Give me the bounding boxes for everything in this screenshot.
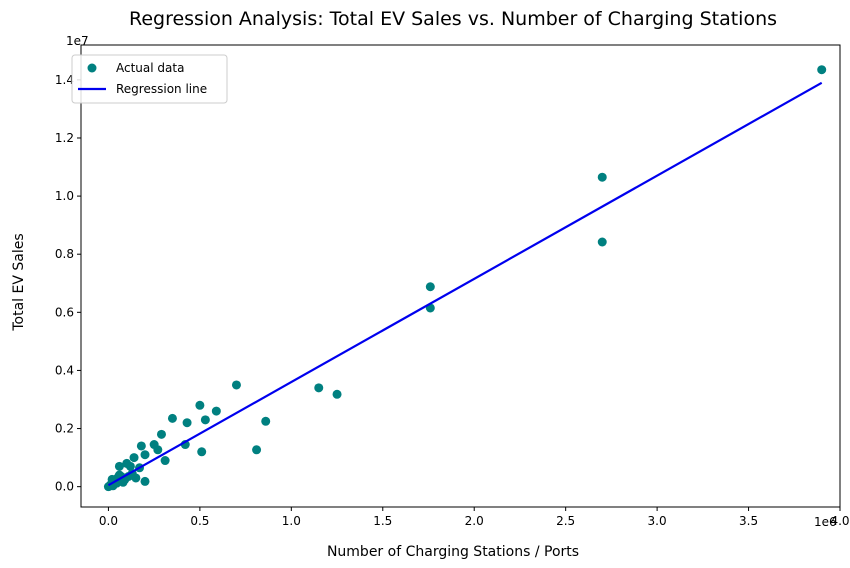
data-point — [131, 473, 141, 483]
x-tick-label: 2.5 — [556, 514, 575, 528]
y-tick-label: 0.4 — [55, 363, 74, 377]
x-tick-label: 4.0 — [830, 514, 849, 528]
x-tick-label: 1.5 — [373, 514, 392, 528]
regression-line — [107, 81, 823, 487]
data-marks — [103, 65, 827, 492]
data-point — [597, 237, 607, 247]
data-point — [125, 461, 135, 471]
data-point — [817, 65, 827, 75]
x-axis-label: Number of Charging Stations / Ports — [327, 544, 579, 560]
data-point — [136, 441, 146, 451]
data-point — [195, 400, 205, 410]
legend-box — [71, 54, 228, 104]
data-point — [140, 476, 150, 486]
y-axis-label: Total EV Sales — [11, 233, 27, 331]
x-tick-label: 0.0 — [99, 514, 118, 528]
data-point — [252, 445, 262, 455]
x-tick-label: 1.0 — [282, 514, 301, 528]
data-point — [332, 389, 342, 399]
data-point — [167, 413, 177, 423]
data-point — [156, 429, 166, 439]
x-tick-label: 3.0 — [648, 514, 667, 528]
y-tick-label: 0.8 — [55, 247, 74, 261]
data-point — [153, 445, 163, 455]
y-tick-label: 0.0 — [55, 480, 74, 494]
legend-label-regression: Regression line — [116, 82, 207, 96]
x-tick-label: 2.0 — [465, 514, 484, 528]
data-point — [200, 415, 210, 425]
legend: Actual data Regression line — [71, 54, 228, 104]
y-exponent-label: 1e7 — [66, 34, 89, 48]
x-tick-label: 0.5 — [190, 514, 209, 528]
data-point — [261, 416, 271, 426]
y-tick-label: 1.2 — [55, 131, 74, 145]
data-point — [211, 406, 221, 416]
axes: 0.0 0.5 1.0 1.5 2.0 2.5 3.0 3.5 4.0 0.0 0.2 0.4 0.6 0… — [55, 44, 850, 528]
chart-title: Regression Analysis: Total EV Sales vs. … — [129, 8, 777, 30]
data-point — [197, 447, 207, 457]
data-point — [160, 456, 170, 466]
data-point — [114, 461, 124, 471]
y-tick-label: 0.6 — [55, 305, 74, 319]
x-exponent-label: 1e6 — [814, 515, 837, 529]
x-tick-label: 3.5 — [739, 514, 758, 528]
data-point — [425, 282, 435, 292]
data-point — [314, 383, 324, 393]
y-tick-label: 0.2 — [55, 422, 74, 436]
data-point — [129, 453, 139, 463]
data-point — [182, 418, 192, 428]
legend-label-actual: Actual data — [116, 61, 184, 75]
plot-frame — [80, 44, 841, 508]
legend-marker-actual — [87, 63, 97, 73]
data-point — [597, 172, 607, 182]
data-point — [140, 450, 150, 460]
data-point — [231, 380, 241, 390]
y-tick-label: 1.4 — [55, 73, 74, 87]
y-tick-label: 1.0 — [55, 189, 74, 203]
